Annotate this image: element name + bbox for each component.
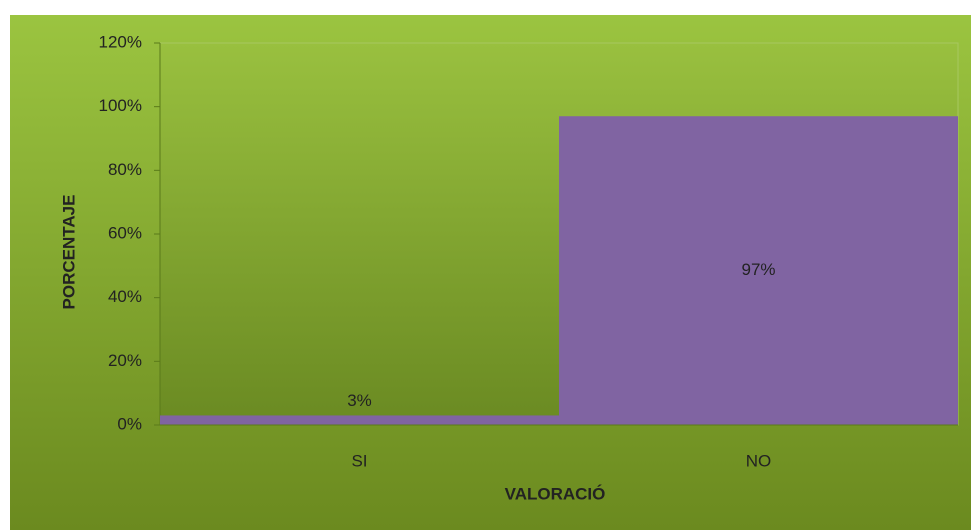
y-tick-label: 100% xyxy=(99,96,142,115)
y-tick-label: 120% xyxy=(99,32,142,51)
x-tick-label: NO xyxy=(746,451,772,470)
data-label: 3% xyxy=(347,391,372,410)
y-tick-label: 40% xyxy=(108,287,142,306)
y-tick-label: 20% xyxy=(108,351,142,370)
x-axis-title: VALORACIÓ xyxy=(505,484,606,503)
x-tick-label: SI xyxy=(351,451,367,470)
data-label: 97% xyxy=(741,260,775,279)
bar xyxy=(160,415,559,425)
y-tick-label: 0% xyxy=(117,414,142,433)
bar xyxy=(559,116,958,425)
y-axis-title: PORCENTAJE xyxy=(59,195,78,310)
y-tick-label: 60% xyxy=(108,223,142,242)
y-tick-label: 80% xyxy=(108,160,142,179)
